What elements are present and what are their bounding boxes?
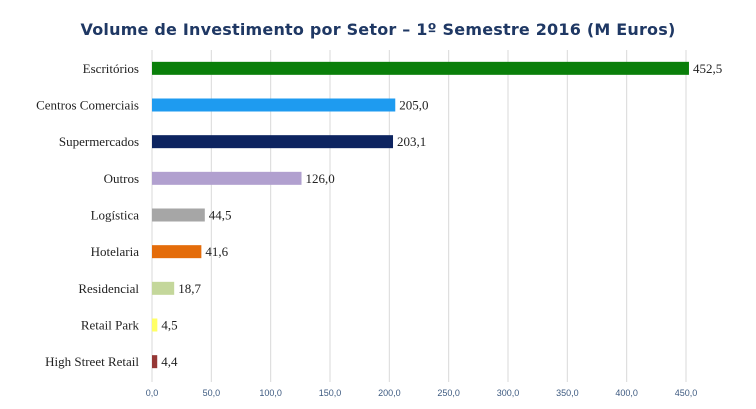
- x-tick-label-0: 0,0: [146, 388, 159, 398]
- bar-2: [152, 135, 394, 149]
- category-label-7: Retail Park: [81, 318, 140, 333]
- category-label-2: Supermercados: [59, 134, 139, 149]
- x-tick-label-4: 200,0: [378, 388, 401, 398]
- bar-1: [152, 98, 396, 112]
- value-label-1: 205,0: [399, 98, 428, 113]
- x-tick-label-3: 150,0: [319, 388, 342, 398]
- bar-8: [152, 355, 158, 369]
- bar-4: [152, 208, 205, 222]
- value-label-4: 44,5: [209, 208, 232, 223]
- bar-3: [152, 171, 302, 185]
- bar-6: [152, 281, 175, 295]
- x-tick-label-6: 300,0: [497, 388, 520, 398]
- category-label-4: Logística: [91, 208, 140, 223]
- category-label-3: Outros: [104, 171, 139, 186]
- value-label-7: 4,5: [161, 318, 177, 333]
- chart-title: Volume de Investimento por Setor – 1º Se…: [80, 20, 676, 39]
- x-tick-label-7: 350,0: [556, 388, 579, 398]
- value-label-6: 18,7: [178, 281, 201, 296]
- x-tick-label-2: 100,0: [259, 388, 282, 398]
- value-label-0: 452,5: [693, 61, 722, 76]
- x-tick-label-8: 400,0: [615, 388, 638, 398]
- value-label-5: 41,6: [205, 244, 228, 259]
- category-label-5: Hotelaria: [91, 244, 140, 259]
- category-label-6: Residencial: [78, 281, 139, 296]
- x-tick-label-9: 450,0: [675, 388, 698, 398]
- x-tick-label-5: 250,0: [437, 388, 460, 398]
- x-tick-label-1: 50,0: [203, 388, 221, 398]
- bar-0: [152, 61, 689, 75]
- bar-5: [152, 245, 202, 259]
- category-label-8: High Street Retail: [45, 354, 139, 369]
- category-label-1: Centros Comerciais: [36, 98, 139, 113]
- bar-7: [152, 318, 158, 332]
- value-label-2: 203,1: [397, 134, 426, 149]
- value-label-8: 4,4: [161, 354, 178, 369]
- value-label-3: 126,0: [306, 171, 335, 186]
- category-label-0: Escritórios: [83, 61, 139, 76]
